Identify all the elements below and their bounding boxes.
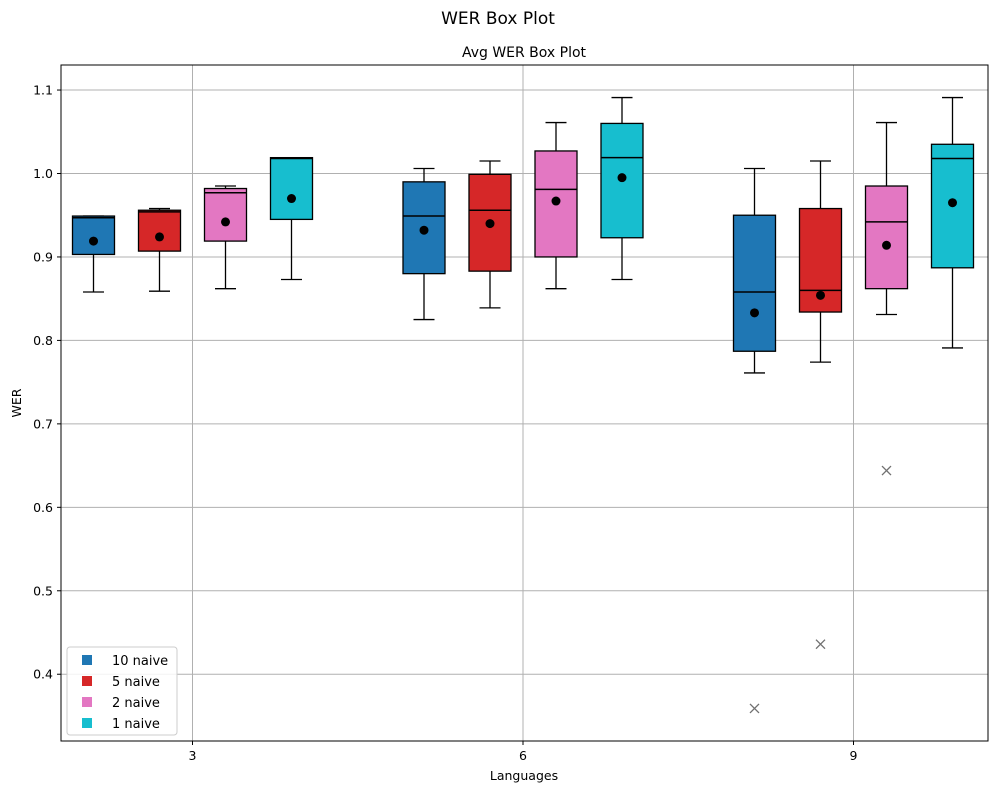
box-2-naive-9 [864,121,909,476]
mean-marker [485,219,495,229]
x-tick-label: 3 [189,748,197,763]
iqr-box [864,185,909,290]
mean-marker [617,173,627,183]
legend-label: 10 naive [112,654,168,669]
legend-label: 1 naive [112,717,160,732]
iqr-box [600,122,644,239]
box-10-naive-3 [71,215,116,293]
box-5-naive-3 [137,207,182,292]
box-1-naive-3 [269,156,314,281]
box-5-naive-9 [798,160,843,650]
legend-item: 10 naive [82,654,168,669]
plot-frame [60,64,989,742]
y-tick-label: 0.5 [33,583,53,598]
box-1-naive-6 [600,96,644,281]
legend-box [66,646,178,736]
box-series [71,96,975,714]
box-10-naive-6 [402,167,446,321]
outlier-stroke [815,639,826,650]
legend: 10 naive 5 naive 2 naive 1 naive [66,646,178,736]
legend-item: 1 naive [82,717,160,732]
mean-marker [948,198,957,208]
y-axis-label: WER [9,388,24,417]
axes-title: Avg WER Box Plot [462,45,587,61]
legend-swatch [82,676,92,686]
y-axis-ticks: 0.4 0.5 0.6 0.7 0.8 0.9 1.0 1.1 [33,83,61,682]
mean-marker [221,217,230,227]
legend-label: 5 naive [112,675,160,690]
mean-marker [816,290,825,300]
y-tick-label: 1.0 [33,166,53,181]
iqr-box [269,156,314,221]
box-1-naive-9 [930,96,975,349]
mean-marker [750,308,759,318]
mean-marker [882,240,891,250]
x-axis-label: Languages [490,768,558,783]
mean-marker [89,236,98,246]
outlier-marker [881,465,892,476]
iqr-box [732,214,777,352]
legend-swatch [82,718,92,728]
box-2-naive-3 [203,185,248,290]
mean-marker [155,232,164,242]
x-tick-label: 9 [850,748,858,763]
box-10-naive-9 [732,167,777,714]
outlier-marker [749,703,760,714]
chart-title: WER Box Plot [441,9,555,29]
iqr-box [203,187,248,242]
y-tick-label: 0.6 [33,500,53,515]
outlier-marker [815,639,826,650]
outlier-stroke [749,703,760,714]
box-2-naive-6 [534,121,578,290]
y-tick-label: 1.1 [33,83,53,98]
y-tick-label: 0.7 [33,416,53,431]
iqr-box [137,209,182,252]
legend-swatch [82,655,92,665]
legend-swatch [82,697,92,707]
mean-marker [551,196,561,206]
y-tick-label: 0.4 [33,667,53,682]
legend-label: 2 naive [112,696,160,711]
y-tick-label: 0.8 [33,333,53,348]
mean-marker [287,194,296,204]
outlier-stroke [881,465,892,476]
y-tick-label: 0.9 [33,249,53,264]
iqr-box [71,215,116,256]
legend-item: 2 naive [82,696,160,711]
x-tick-label: 6 [519,748,527,763]
grid [61,65,988,741]
mean-marker [419,225,429,235]
legend-item: 5 naive [82,675,160,690]
box-5-naive-6 [468,160,512,309]
x-axis-ticks: 3 6 9 [189,741,858,763]
